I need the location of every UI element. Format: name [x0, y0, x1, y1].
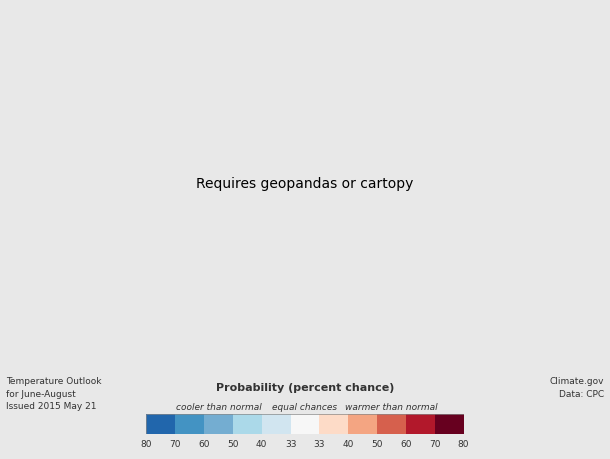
- Text: 70: 70: [429, 439, 440, 448]
- Text: 50: 50: [371, 439, 383, 448]
- Bar: [377, 414, 406, 434]
- Text: 70: 70: [170, 439, 181, 448]
- Text: 33: 33: [314, 439, 325, 448]
- Text: Temperature Outlook
for June-August
Issued 2015 May 21: Temperature Outlook for June-August Issu…: [6, 376, 102, 410]
- Text: 80: 80: [141, 439, 152, 448]
- Text: 40: 40: [256, 439, 267, 448]
- Text: 80: 80: [458, 439, 469, 448]
- Bar: [435, 414, 464, 434]
- Bar: [233, 414, 262, 434]
- Bar: [290, 414, 320, 434]
- Text: Probability (percent chance): Probability (percent chance): [216, 382, 394, 392]
- Text: 33: 33: [285, 439, 296, 448]
- Bar: [406, 414, 435, 434]
- Text: 60: 60: [198, 439, 210, 448]
- Text: 40: 40: [343, 439, 354, 448]
- Bar: [262, 414, 290, 434]
- Text: Requires geopandas or cartopy: Requires geopandas or cartopy: [196, 177, 414, 190]
- Text: 60: 60: [400, 439, 412, 448]
- Text: equal chances: equal chances: [273, 402, 337, 411]
- Bar: [175, 414, 204, 434]
- Bar: [348, 414, 377, 434]
- Bar: [320, 414, 348, 434]
- Text: Climate.gov
Data: CPC: Climate.gov Data: CPC: [550, 376, 604, 398]
- Text: cooler than normal: cooler than normal: [176, 402, 261, 411]
- Text: 50: 50: [227, 439, 239, 448]
- Bar: [204, 414, 233, 434]
- Bar: [146, 414, 175, 434]
- Text: warmer than normal: warmer than normal: [345, 402, 438, 411]
